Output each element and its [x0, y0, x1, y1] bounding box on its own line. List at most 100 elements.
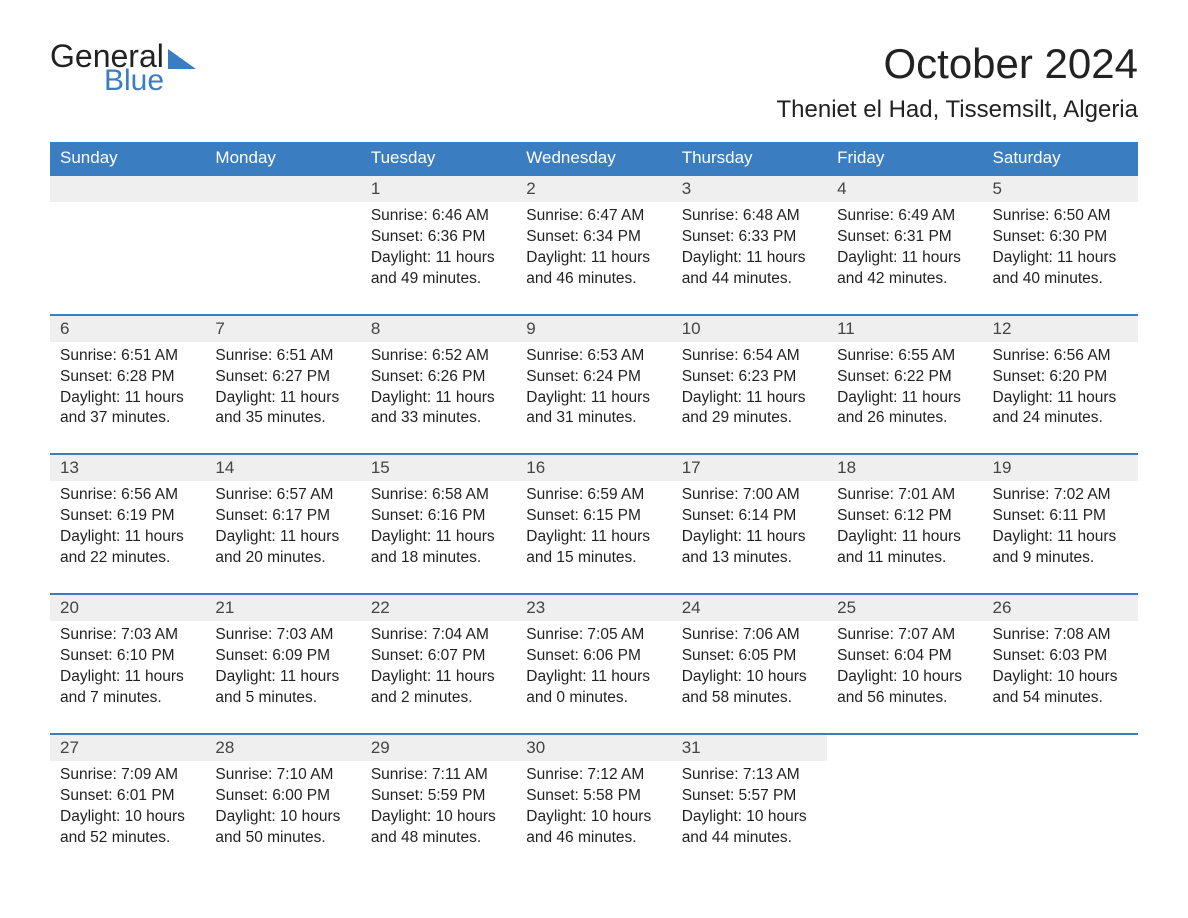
day-content-cell: [983, 761, 1138, 873]
location-subtitle: Theniet el Had, Tissemsilt, Algeria: [777, 96, 1139, 124]
sunset-text: Sunset: 6:24 PM: [526, 367, 661, 388]
sunset-text: Sunset: 6:15 PM: [526, 506, 661, 527]
sunrise-text: Sunrise: 7:07 AM: [837, 625, 972, 646]
day-content-cell: Sunrise: 7:05 AMSunset: 6:06 PMDaylight:…: [516, 621, 671, 734]
sunrise-text: Sunrise: 6:52 AM: [371, 346, 506, 367]
day-number-cell: 6: [50, 315, 205, 342]
sunrise-text: Sunrise: 6:56 AM: [993, 346, 1128, 367]
daylight-text: and 56 minutes.: [837, 688, 972, 709]
daylight-text: and 24 minutes.: [993, 408, 1128, 429]
day-number-cell: 19: [983, 454, 1138, 481]
day-content-cell: Sunrise: 7:09 AMSunset: 6:01 PMDaylight:…: [50, 761, 205, 873]
sunrise-text: Sunrise: 6:48 AM: [682, 206, 817, 227]
day-number-cell: 28: [205, 734, 360, 761]
day-content-cell: Sunrise: 6:55 AMSunset: 6:22 PMDaylight:…: [827, 342, 982, 455]
daylight-text: Daylight: 11 hours: [60, 527, 195, 548]
week-content-row: Sunrise: 6:56 AMSunset: 6:19 PMDaylight:…: [50, 481, 1138, 594]
daylight-text: and 18 minutes.: [371, 548, 506, 569]
daylight-text: Daylight: 11 hours: [682, 527, 817, 548]
day-content-cell: Sunrise: 7:03 AMSunset: 6:09 PMDaylight:…: [205, 621, 360, 734]
daylight-text: and 20 minutes.: [215, 548, 350, 569]
sunrise-text: Sunrise: 6:54 AM: [682, 346, 817, 367]
day-number-cell: [50, 175, 205, 202]
week-daynum-row: 13141516171819: [50, 454, 1138, 481]
sunset-text: Sunset: 6:07 PM: [371, 646, 506, 667]
sunrise-text: Sunrise: 7:06 AM: [682, 625, 817, 646]
daylight-text: Daylight: 10 hours: [60, 807, 195, 828]
sunset-text: Sunset: 6:09 PM: [215, 646, 350, 667]
daylight-text: and 44 minutes.: [682, 269, 817, 290]
sunset-text: Sunset: 6:17 PM: [215, 506, 350, 527]
sunrise-text: Sunrise: 6:46 AM: [371, 206, 506, 227]
sunset-text: Sunset: 6:12 PM: [837, 506, 972, 527]
daylight-text: and 52 minutes.: [60, 828, 195, 849]
daylight-text: Daylight: 11 hours: [837, 527, 972, 548]
day-number-cell: 24: [672, 594, 827, 621]
sunset-text: Sunset: 6:06 PM: [526, 646, 661, 667]
weekday-header: Thursday: [672, 142, 827, 175]
day-content-cell: Sunrise: 6:49 AMSunset: 6:31 PMDaylight:…: [827, 202, 982, 315]
sunrise-text: Sunrise: 7:09 AM: [60, 765, 195, 786]
daylight-text: and 0 minutes.: [526, 688, 661, 709]
sunset-text: Sunset: 6:11 PM: [993, 506, 1128, 527]
sunset-text: Sunset: 5:57 PM: [682, 786, 817, 807]
week-daynum-row: 12345: [50, 175, 1138, 202]
day-number-cell: 30: [516, 734, 671, 761]
week-daynum-row: 6789101112: [50, 315, 1138, 342]
sunrise-text: Sunrise: 6:58 AM: [371, 485, 506, 506]
sunset-text: Sunset: 5:59 PM: [371, 786, 506, 807]
day-number-cell: 18: [827, 454, 982, 481]
daylight-text: Daylight: 11 hours: [682, 388, 817, 409]
sunrise-text: Sunrise: 7:01 AM: [837, 485, 972, 506]
sunrise-text: Sunrise: 6:51 AM: [215, 346, 350, 367]
sunrise-text: Sunrise: 7:11 AM: [371, 765, 506, 786]
daylight-text: Daylight: 11 hours: [371, 667, 506, 688]
daylight-text: Daylight: 10 hours: [682, 667, 817, 688]
day-number-cell: 26: [983, 594, 1138, 621]
sunset-text: Sunset: 6:10 PM: [60, 646, 195, 667]
page-header: General Blue October 2024 Theniet el Had…: [50, 40, 1138, 138]
week-daynum-row: 20212223242526: [50, 594, 1138, 621]
day-content-cell: Sunrise: 6:53 AMSunset: 6:24 PMDaylight:…: [516, 342, 671, 455]
sunrise-text: Sunrise: 6:59 AM: [526, 485, 661, 506]
day-number-cell: 4: [827, 175, 982, 202]
day-content-cell: [50, 202, 205, 315]
title-block: October 2024 Theniet el Had, Tissemsilt,…: [777, 40, 1139, 138]
sunrise-text: Sunrise: 7:13 AM: [682, 765, 817, 786]
daylight-text: Daylight: 11 hours: [993, 388, 1128, 409]
day-content-cell: Sunrise: 7:02 AMSunset: 6:11 PMDaylight:…: [983, 481, 1138, 594]
day-content-cell: Sunrise: 7:00 AMSunset: 6:14 PMDaylight:…: [672, 481, 827, 594]
sunset-text: Sunset: 6:19 PM: [60, 506, 195, 527]
sunrise-text: Sunrise: 7:05 AM: [526, 625, 661, 646]
sunrise-text: Sunrise: 7:03 AM: [60, 625, 195, 646]
day-number-cell: [205, 175, 360, 202]
daylight-text: Daylight: 10 hours: [993, 667, 1128, 688]
brand-logo: General Blue: [50, 40, 196, 96]
logo-triangle-icon: [168, 49, 196, 69]
day-number-cell: 7: [205, 315, 360, 342]
daylight-text: and 29 minutes.: [682, 408, 817, 429]
daylight-text: Daylight: 11 hours: [682, 248, 817, 269]
day-content-cell: Sunrise: 6:48 AMSunset: 6:33 PMDaylight:…: [672, 202, 827, 315]
sunset-text: Sunset: 6:20 PM: [993, 367, 1128, 388]
sunset-text: Sunset: 6:00 PM: [215, 786, 350, 807]
sunset-text: Sunset: 6:33 PM: [682, 227, 817, 248]
weekday-header: Friday: [827, 142, 982, 175]
day-number-cell: 8: [361, 315, 516, 342]
day-content-cell: Sunrise: 6:50 AMSunset: 6:30 PMDaylight:…: [983, 202, 1138, 315]
day-content-cell: Sunrise: 7:11 AMSunset: 5:59 PMDaylight:…: [361, 761, 516, 873]
daylight-text: and 44 minutes.: [682, 828, 817, 849]
day-number-cell: 15: [361, 454, 516, 481]
daylight-text: and 9 minutes.: [993, 548, 1128, 569]
daylight-text: Daylight: 11 hours: [993, 248, 1128, 269]
sunset-text: Sunset: 6:16 PM: [371, 506, 506, 527]
day-content-cell: Sunrise: 7:01 AMSunset: 6:12 PMDaylight:…: [827, 481, 982, 594]
daylight-text: and 22 minutes.: [60, 548, 195, 569]
daylight-text: Daylight: 11 hours: [60, 667, 195, 688]
daylight-text: and 35 minutes.: [215, 408, 350, 429]
day-content-cell: Sunrise: 6:59 AMSunset: 6:15 PMDaylight:…: [516, 481, 671, 594]
day-content-cell: Sunrise: 6:47 AMSunset: 6:34 PMDaylight:…: [516, 202, 671, 315]
daylight-text: and 48 minutes.: [371, 828, 506, 849]
day-number-cell: 25: [827, 594, 982, 621]
month-title: October 2024: [777, 40, 1139, 88]
